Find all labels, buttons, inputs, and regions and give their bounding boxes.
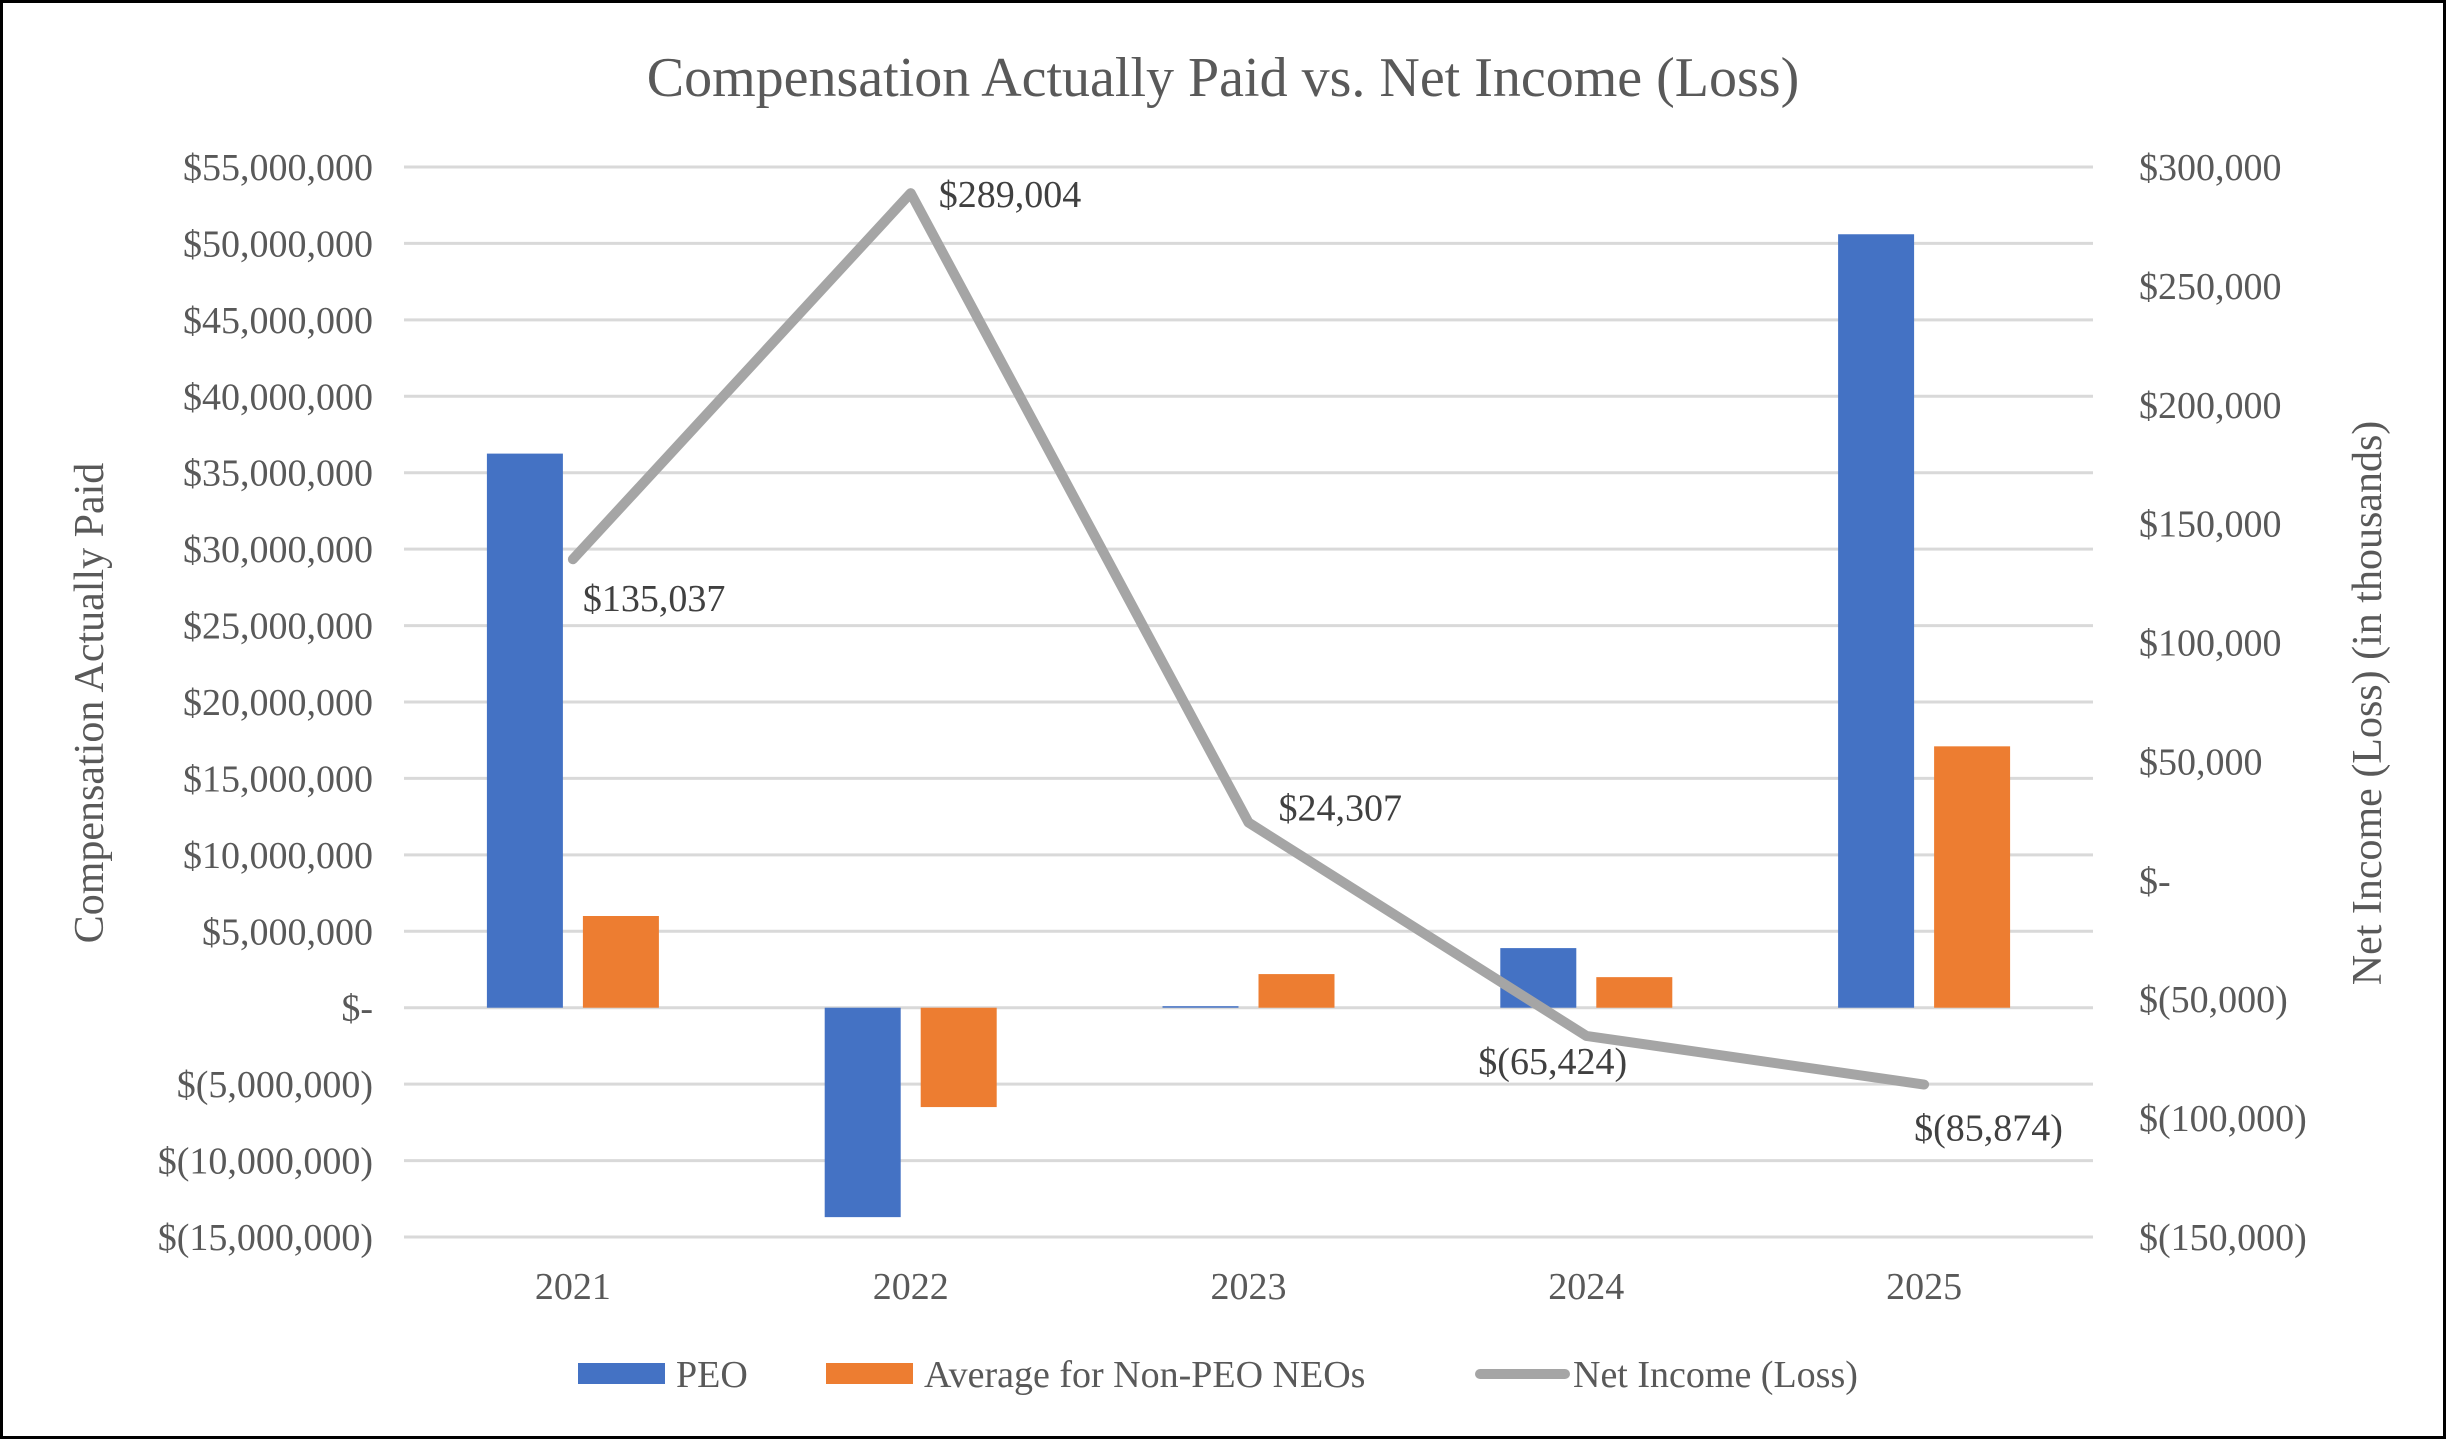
y-tick-label: $10,000,000 — [183, 835, 373, 877]
y2-tick-label: $200,000 — [2139, 385, 2282, 427]
x-tick-label: 2022 — [873, 1266, 949, 1308]
y-tick-label: $(10,000,000) — [158, 1141, 373, 1183]
bar-peo-2025 — [1838, 234, 1915, 1008]
y2-tick-label: $300,000 — [2139, 147, 2282, 189]
y2-tick-label: $50,000 — [2139, 741, 2263, 783]
x-axis-ticks: 2021 2022 2023 2024 2025 — [535, 1266, 1962, 1308]
left-axis-title: Compensation Actually Paid — [67, 463, 113, 944]
bar-average-for-non-peo-neos-2023 — [1258, 974, 1335, 1008]
net-income-line — [567, 188, 1930, 1090]
net-income-line-group: $135,037 $289,004 $24,307 $(65,424) $(85,874… — [567, 174, 2063, 1150]
y2-tick-label: $100,000 — [2139, 623, 2282, 665]
x-tick-label: 2023 — [1211, 1266, 1287, 1308]
legend-swatch-average-for-non-peo-neos — [826, 1363, 913, 1384]
y-tick-label: $45,000,000 — [183, 300, 373, 342]
bar-average-for-non-peo-neos-2024 — [1596, 977, 1673, 1008]
y2-tick-label: $(50,000) — [2139, 979, 2288, 1021]
y-tick-label: $- — [341, 988, 373, 1030]
net-income-data-label: $135,037 — [583, 578, 726, 620]
bar-average-for-non-peo-neos-2022 — [920, 1007, 997, 1108]
right-axis-ticks: $300,000 $250,000 $200,000 $150,000 $100,000… — [2139, 147, 2307, 1259]
bar-peo-2021 — [486, 453, 563, 1008]
bar-average-for-non-peo-neos-2025 — [1934, 746, 2011, 1008]
y-tick-label: $15,000,000 — [183, 758, 373, 800]
y-tick-label: $25,000,000 — [183, 606, 373, 648]
x-tick-label: 2021 — [535, 1266, 611, 1308]
left-axis-ticks: $55,000,000 $50,000,000 $45,000,000 $40,000… — [158, 147, 373, 1259]
legend-label-net-income-loss: Net Income (Loss) — [1573, 1354, 1858, 1396]
y2-tick-label: $250,000 — [2139, 266, 2282, 308]
y-tick-label: $5,000,000 — [202, 911, 373, 953]
y2-tick-label: $(150,000) — [2139, 1217, 2307, 1259]
bar-peo-2022 — [824, 1007, 901, 1218]
legend: PEO Average for Non-PEO NEOs Net Income (L… — [578, 1354, 1858, 1396]
y2-tick-label: $(100,000) — [2139, 1098, 2307, 1140]
legend-label-peo: PEO — [676, 1354, 748, 1396]
y2-tick-label: $150,000 — [2139, 504, 2282, 546]
bar-peo-2024 — [1500, 948, 1577, 1008]
x-tick-label: 2024 — [1548, 1266, 1624, 1308]
net-income-data-label: $(85,874) — [1914, 1108, 2063, 1150]
chart-title: Compensation Actually Paid vs. Net Incom… — [647, 47, 1799, 109]
x-tick-label: 2025 — [1886, 1266, 1962, 1308]
y-tick-label: $40,000,000 — [183, 376, 373, 418]
net-income-data-label: $(65,424) — [1478, 1041, 1627, 1083]
y-tick-label: $55,000,000 — [183, 147, 373, 189]
y-tick-label: $30,000,000 — [183, 529, 373, 571]
chart-svg: Compensation Actually Paid vs. Net Incom… — [67, 47, 2391, 1396]
y-tick-label: $50,000,000 — [183, 223, 373, 265]
gridlines — [404, 165, 2093, 1239]
y-tick-label: $(5,000,000) — [177, 1064, 373, 1106]
bar-peo-2023 — [1162, 1006, 1239, 1008]
bar-average-for-non-peo-neos-2021 — [582, 916, 659, 1008]
y-tick-label: $(15,000,000) — [158, 1217, 373, 1259]
y-tick-label: $20,000,000 — [183, 682, 373, 724]
bars — [486, 234, 2011, 1218]
legend-swatch-peo — [578, 1363, 665, 1384]
net-income-data-label: $24,307 — [1279, 788, 1403, 830]
net-income-data-label: $289,004 — [939, 174, 1081, 216]
legend-label-average-for-non-peo-neos: Average for Non-PEO NEOs — [924, 1354, 1365, 1396]
y-tick-label: $35,000,000 — [183, 453, 373, 495]
right-axis-title: Net Income (Loss) (in thousands) — [2345, 421, 2391, 986]
y2-tick-label: $- — [2139, 860, 2171, 902]
